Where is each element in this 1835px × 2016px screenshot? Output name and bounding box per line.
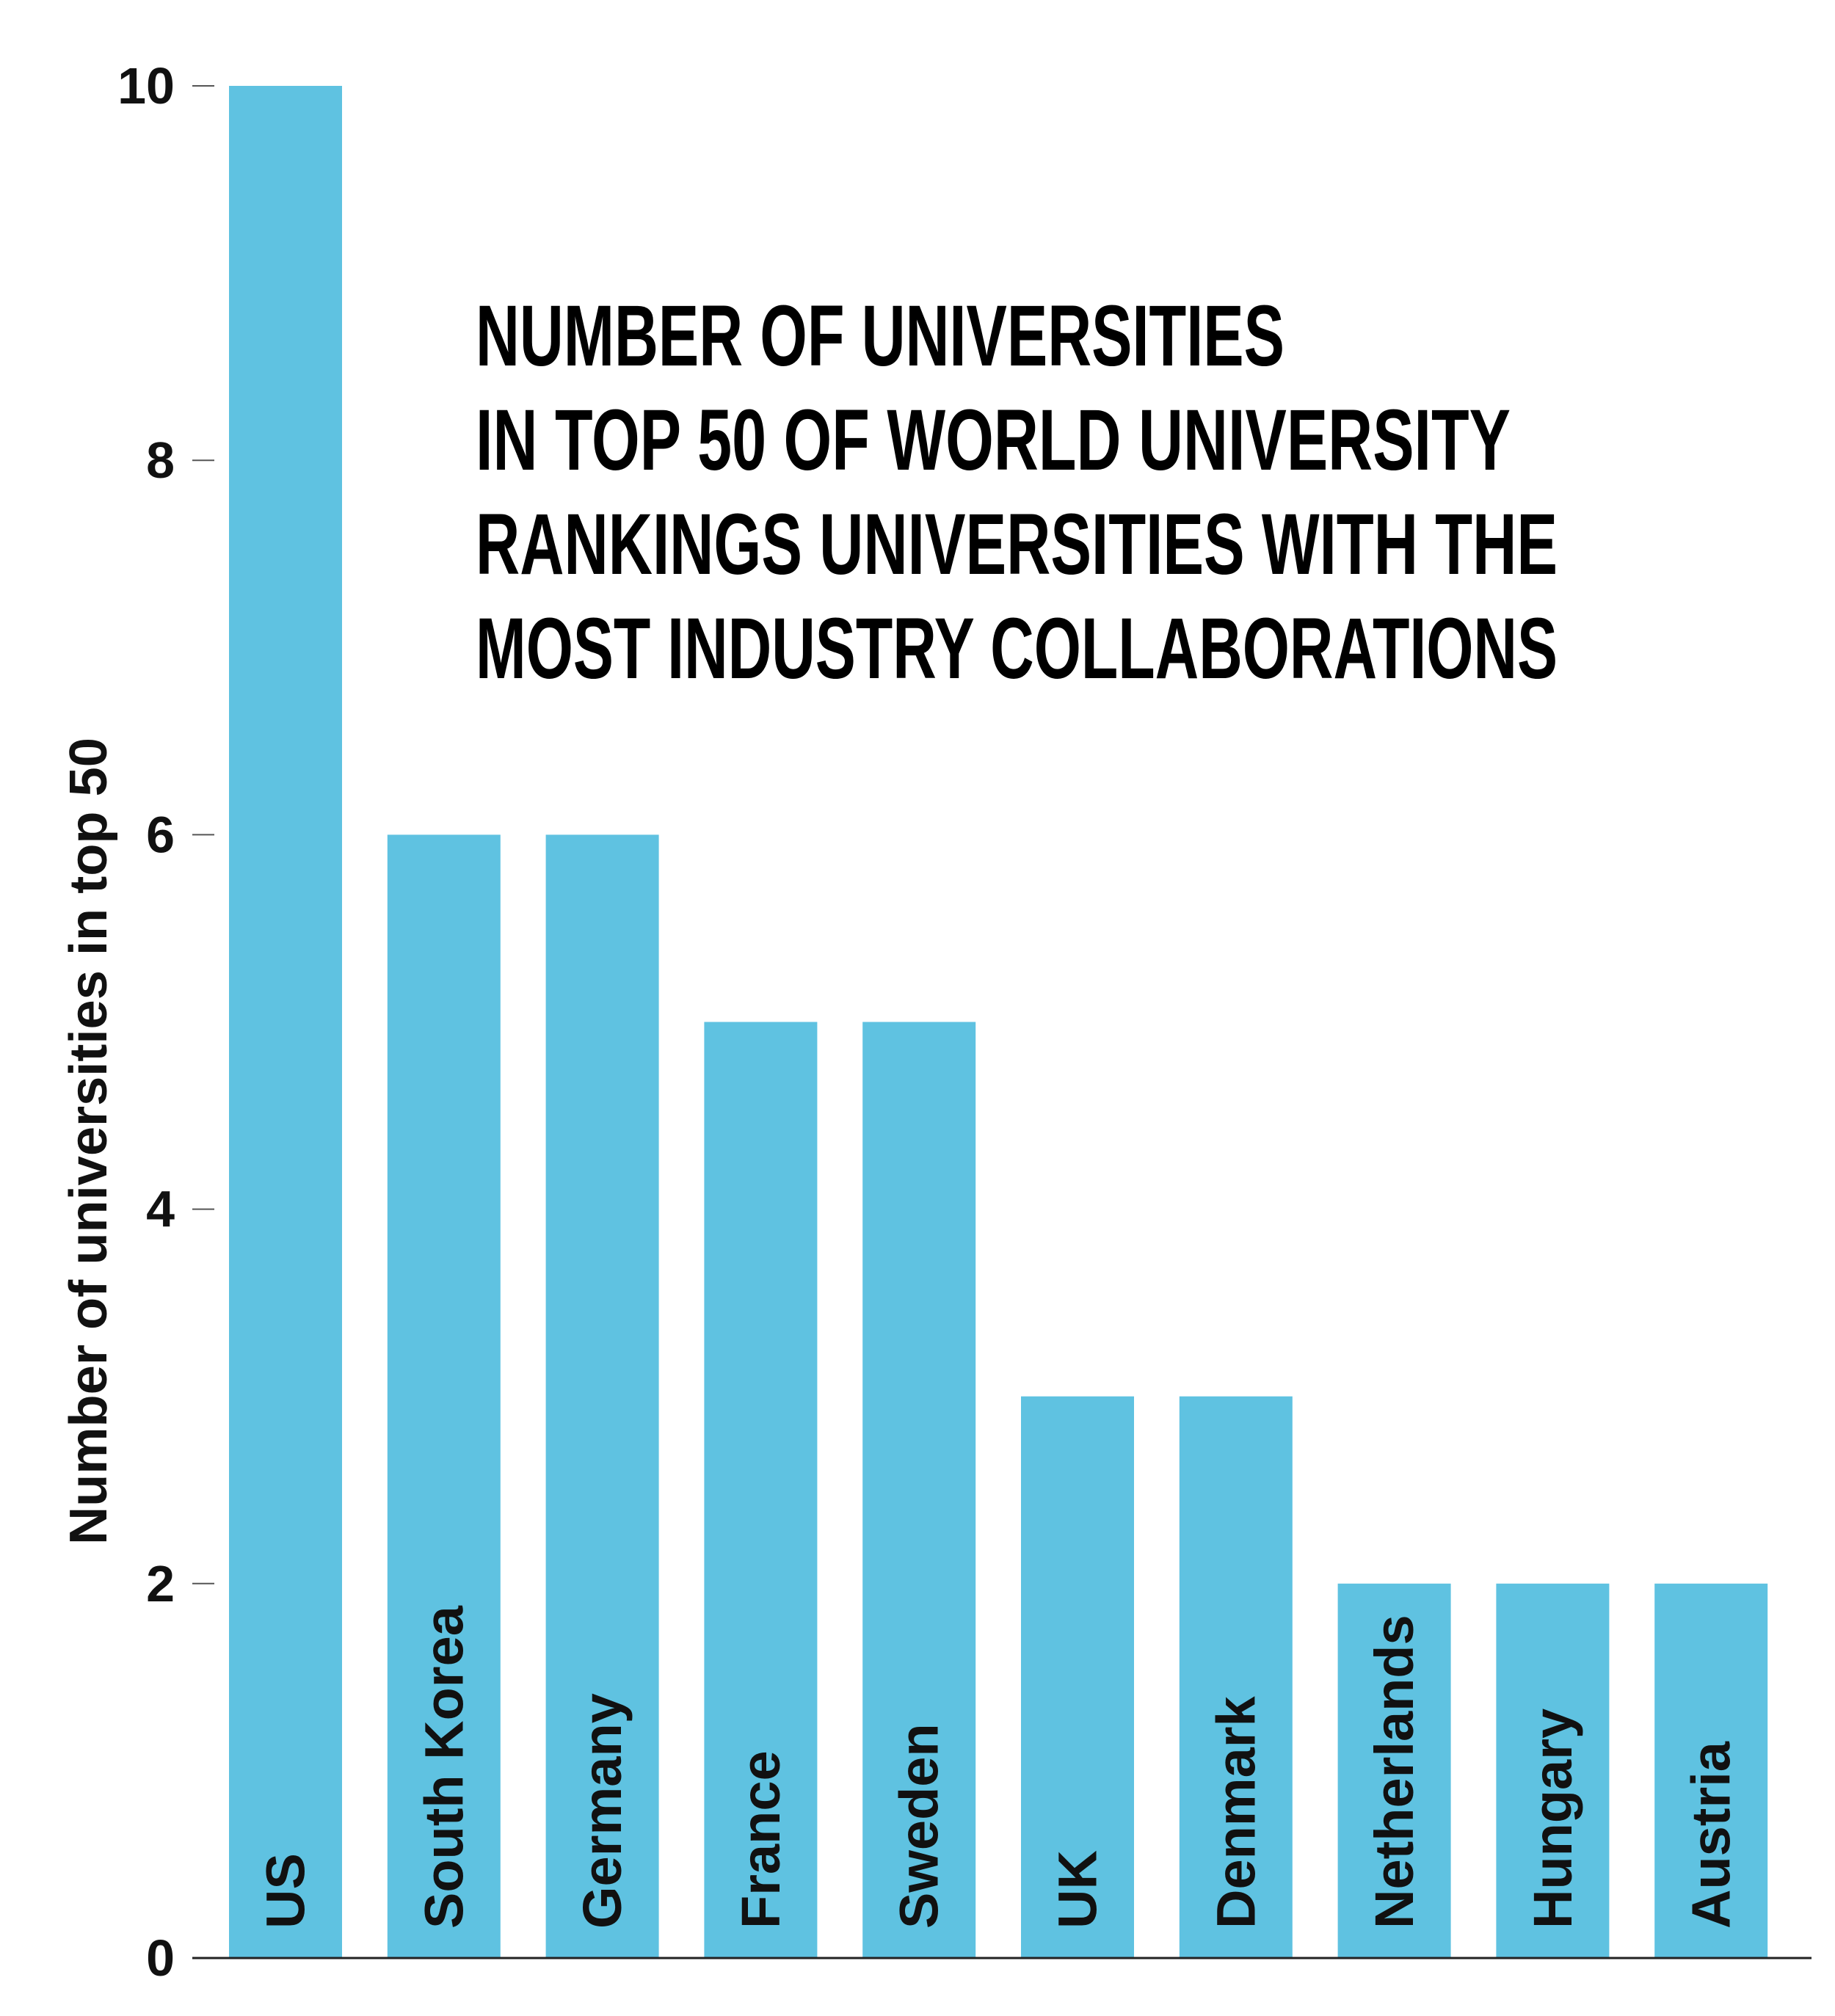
title-line-3: RANKINGS UNIVERSITIES WITH THE	[476, 496, 1558, 593]
category-label: Denmark	[1205, 1695, 1266, 1929]
y-tick-label: 6	[146, 806, 175, 863]
y-tick-label: 2	[146, 1555, 175, 1612]
y-tick-label: 4	[146, 1181, 175, 1238]
bar	[387, 834, 501, 1958]
chart-title: NUMBER OF UNIVERSITIES IN TOP 50 OF WORL…	[476, 288, 1558, 697]
bar	[1179, 1396, 1293, 1958]
y-axis: 0 2 4 6 8 10	[117, 57, 214, 1987]
bar	[545, 834, 659, 1958]
category-label: Germany	[572, 1693, 633, 1929]
bars: US South Korea Germany France Sweden UK Denmar…	[229, 86, 1768, 1958]
category-label: UK	[1047, 1850, 1108, 1929]
category-label: France	[730, 1750, 791, 1929]
category-label: South Korea	[413, 1605, 474, 1929]
category-label: Sweden	[889, 1723, 950, 1929]
category-label: Hungary	[1522, 1708, 1583, 1929]
title-line-2: IN TOP 50 OF WORLD UNIVERSITY	[476, 392, 1511, 489]
y-tick-label: 0	[146, 1929, 175, 1987]
bar	[1021, 1396, 1134, 1958]
bar	[704, 1022, 818, 1958]
category-label: Austria	[1681, 1741, 1742, 1929]
bar	[862, 1022, 976, 1958]
title-line-1: NUMBER OF UNIVERSITIES	[476, 288, 1284, 385]
y-tick-label: 8	[146, 432, 175, 489]
title-line-4: MOST INDUSTRY COLLABORATIONS	[476, 600, 1558, 697]
category-label: US	[255, 1853, 316, 1929]
category-label: Netherlands	[1364, 1615, 1425, 1929]
bar	[1654, 1583, 1768, 1958]
bar	[229, 86, 342, 1958]
y-tick-label: 10	[117, 57, 175, 114]
bar	[1496, 1583, 1610, 1958]
y-axis-label: Number of universities in top 50	[59, 738, 118, 1545]
bar	[1337, 1583, 1451, 1958]
